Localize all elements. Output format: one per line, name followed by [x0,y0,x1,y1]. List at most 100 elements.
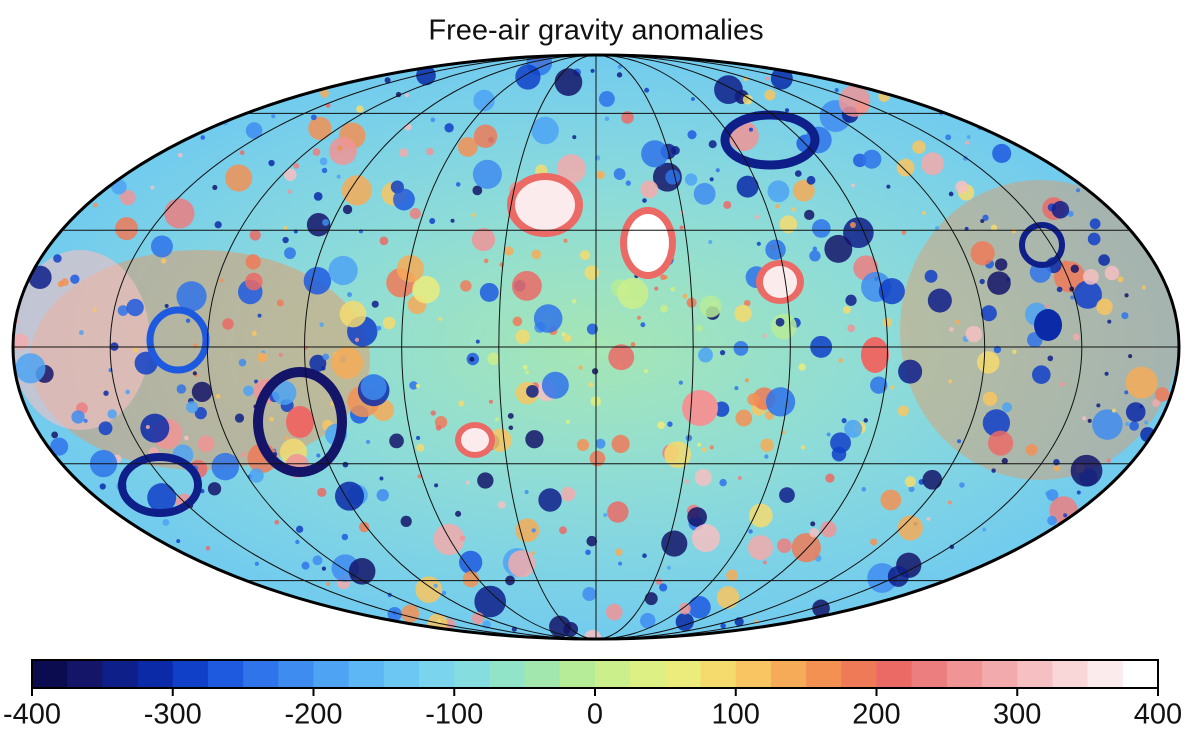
colorbar-tick-label: 300 [993,699,1041,731]
crater [480,283,499,302]
crater [241,452,246,457]
crater [615,548,623,556]
crater [282,237,288,243]
crater [925,270,938,283]
crater [184,436,189,441]
crater [1112,409,1116,413]
crater [559,526,567,534]
crater [372,301,379,308]
crater [775,204,780,209]
crater [340,301,367,328]
colorbar-tick-label: 0 [587,699,603,731]
crater [477,472,493,488]
crater [617,72,622,77]
crater [977,351,999,373]
crater [456,182,461,187]
crater [982,215,988,221]
crater [700,296,722,318]
crater [287,190,291,194]
crater [825,474,834,483]
crater [431,410,436,415]
crater [606,604,623,621]
colorbar-segment [349,660,385,688]
crater [710,445,714,449]
crater [258,314,262,318]
colorbar-segment [771,660,807,688]
crater [642,553,647,558]
crater [880,490,901,511]
crater [304,267,331,294]
crater [680,225,684,229]
crater [812,219,831,238]
crater [1144,420,1148,424]
crater [295,540,299,544]
crater [444,123,453,132]
crater [313,148,321,156]
colorbar-segment [67,660,103,688]
map-title: Free-air gravity anomalies [428,15,763,47]
crater [640,322,645,327]
crater [832,447,847,462]
crater [949,327,954,332]
crater [431,118,436,123]
crater [472,213,476,217]
crater [1012,350,1016,354]
crater [525,370,529,374]
crater [321,366,325,370]
crater [760,438,773,451]
crater [512,271,542,301]
crater [542,372,569,399]
crater [734,305,751,322]
crater [935,226,939,230]
crater [734,386,738,390]
crater [807,176,816,185]
crater [694,183,716,205]
crater [572,299,576,303]
crater [401,516,412,527]
crater [844,420,862,438]
crater [526,385,539,398]
crater [798,363,805,370]
crater [709,140,717,148]
crater [1057,287,1063,293]
crater [723,201,731,209]
crater [748,529,752,533]
crater [717,586,740,609]
crater [980,279,985,284]
crater [192,382,212,402]
crater [515,64,540,89]
crater [716,168,720,172]
crater [745,378,749,382]
crater [466,481,470,485]
crater [922,211,926,215]
crater [955,320,960,325]
colorbar [32,660,1159,696]
crater [451,219,455,223]
crater [1047,516,1057,526]
crater [992,144,1011,163]
crater [922,470,942,490]
crater [255,562,259,566]
crater [308,117,331,140]
crater [126,299,143,316]
crater [243,385,254,396]
crater [1054,465,1060,471]
crater [1012,229,1016,233]
crater [842,418,847,423]
crater [103,391,108,396]
crater [115,217,138,240]
colorbar-segment [314,660,350,688]
colorbar-segment [454,660,490,688]
crater [988,431,1013,456]
crater [177,384,186,393]
crater [401,605,419,623]
crater [591,69,595,73]
colorbar-tick-label: 400 [1134,699,1182,731]
crater [779,487,795,503]
colorbar-segment [665,660,701,688]
crater [193,371,197,375]
crater [765,240,785,260]
crater [151,185,155,189]
basin-center [286,406,314,438]
crater [316,453,320,457]
